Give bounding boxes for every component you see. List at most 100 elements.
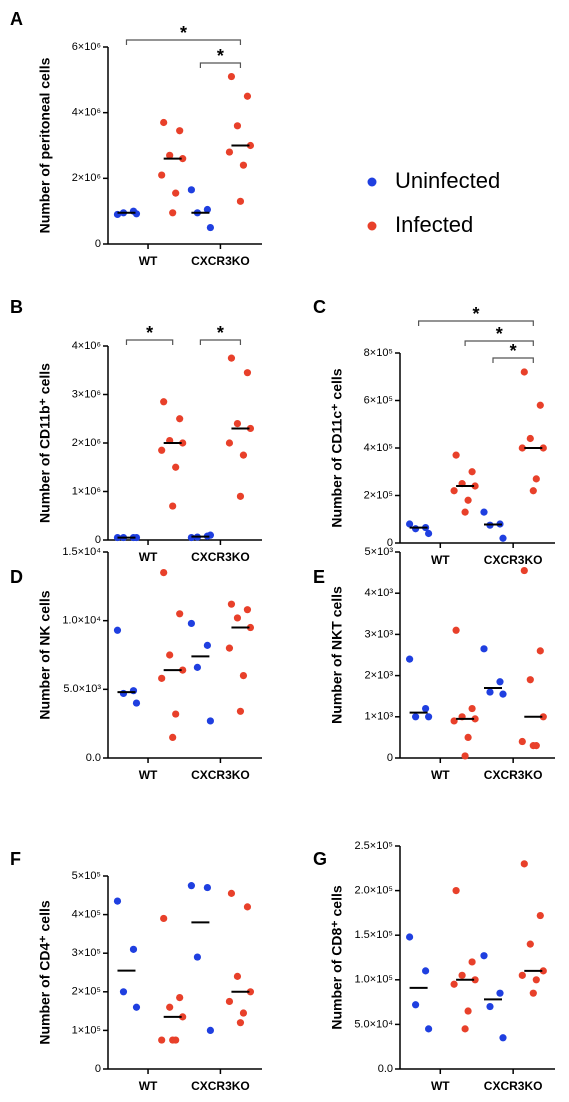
data-point <box>243 92 252 100</box>
data-point <box>169 733 177 742</box>
data-point <box>243 369 252 377</box>
data-point <box>471 482 479 490</box>
data-point <box>227 354 236 362</box>
x-tick-label: CXCR3KO <box>191 254 250 268</box>
significance-bracket <box>464 340 534 346</box>
data-point <box>461 1025 469 1033</box>
data-point <box>464 1007 472 1015</box>
data-point <box>536 911 544 920</box>
significance-bracket <box>418 320 534 326</box>
y-tick-label: 0 <box>95 238 101 250</box>
data-point <box>406 655 414 663</box>
data-point <box>450 980 458 988</box>
data-point <box>160 398 168 406</box>
y-tick-label: 4×10⁶ <box>72 107 101 119</box>
data-point <box>450 717 458 725</box>
data-point <box>179 439 187 447</box>
data-point <box>179 155 187 163</box>
data-point <box>176 993 184 1002</box>
data-point <box>160 569 168 577</box>
y-tick-label: 2.0×10⁵ <box>354 885 393 897</box>
data-point <box>227 600 236 608</box>
data-point <box>179 666 187 674</box>
data-point <box>160 118 168 127</box>
data-point <box>536 647 544 655</box>
data-point <box>461 508 469 516</box>
data-point <box>113 897 122 905</box>
y-tick-label: 2×10³ <box>365 670 394 682</box>
x-tick-label: CXCR3KO <box>484 768 543 782</box>
data-point <box>464 733 472 742</box>
x-tick-label: WT <box>431 768 450 782</box>
data-point <box>169 1036 177 1044</box>
x-tick-label: WT <box>139 254 158 268</box>
data-point <box>458 971 466 979</box>
y-tick-label: 3×10⁶ <box>72 388 101 400</box>
panel-letter: A <box>10 9 23 29</box>
data-point <box>187 186 195 194</box>
legend-label: Infected <box>395 212 473 237</box>
data-point <box>119 988 128 996</box>
significance-bracket <box>125 339 174 345</box>
data-point <box>532 976 540 984</box>
y-tick-label: 1×10³ <box>365 711 394 723</box>
y-tick-label: 2×10⁵ <box>364 489 393 501</box>
data-point <box>239 451 248 459</box>
y-axis-label: Number of CD4⁺ cells <box>37 900 53 1045</box>
data-point <box>203 641 211 649</box>
data-point <box>119 689 128 698</box>
data-point <box>422 704 430 713</box>
data-point <box>246 623 255 632</box>
x-tick-label: WT <box>139 1079 158 1093</box>
data-point <box>158 171 166 179</box>
y-tick-label: 5×10³ <box>365 546 394 558</box>
data-point <box>193 663 201 671</box>
y-tick-label: 3×10³ <box>365 628 394 640</box>
data-point <box>158 1036 166 1044</box>
data-point <box>227 72 236 81</box>
y-axis-label: Number of NKT cells <box>329 586 345 724</box>
data-point <box>225 148 234 156</box>
y-axis-label: Number of CD11b⁺ cells <box>37 363 53 523</box>
data-point <box>132 699 141 707</box>
y-axis-label: Number of CD11c⁺ cells <box>329 368 345 527</box>
y-tick-label: 5.0×10⁴ <box>354 1018 393 1030</box>
data-point <box>132 1003 141 1011</box>
data-point <box>158 446 166 454</box>
data-point <box>412 525 420 533</box>
y-tick-label: 4×10⁶ <box>72 340 101 352</box>
y-tick-label: 8×10⁵ <box>364 347 393 359</box>
significance-star: * <box>510 341 517 361</box>
data-point <box>468 468 476 476</box>
data-point <box>406 520 414 528</box>
data-point <box>520 566 528 575</box>
data-point <box>132 533 141 542</box>
data-point <box>187 619 195 628</box>
significance-bracket <box>199 62 242 68</box>
y-tick-label: 0 <box>387 752 393 764</box>
data-point <box>169 502 177 510</box>
data-point <box>233 122 242 130</box>
data-point <box>496 989 504 997</box>
data-point <box>160 914 168 923</box>
data-point <box>539 713 547 721</box>
data-point <box>206 717 214 725</box>
data-point <box>239 672 248 680</box>
data-point <box>243 606 252 614</box>
data-point <box>225 439 234 447</box>
data-point <box>486 1002 494 1011</box>
data-point <box>246 988 255 996</box>
data-point <box>499 1034 507 1042</box>
data-point <box>406 933 414 941</box>
data-point <box>526 676 534 684</box>
data-point <box>468 958 476 966</box>
y-tick-label: 4×10⁵ <box>72 909 101 921</box>
data-point <box>172 710 180 718</box>
y-tick-label: 5.0×10³ <box>63 683 101 695</box>
significance-star: * <box>217 46 224 66</box>
x-tick-label: CXCR3KO <box>484 553 543 567</box>
y-axis-label: Number of CD8⁺ cells <box>329 885 345 1030</box>
data-point <box>166 651 174 659</box>
data-point <box>520 860 528 868</box>
